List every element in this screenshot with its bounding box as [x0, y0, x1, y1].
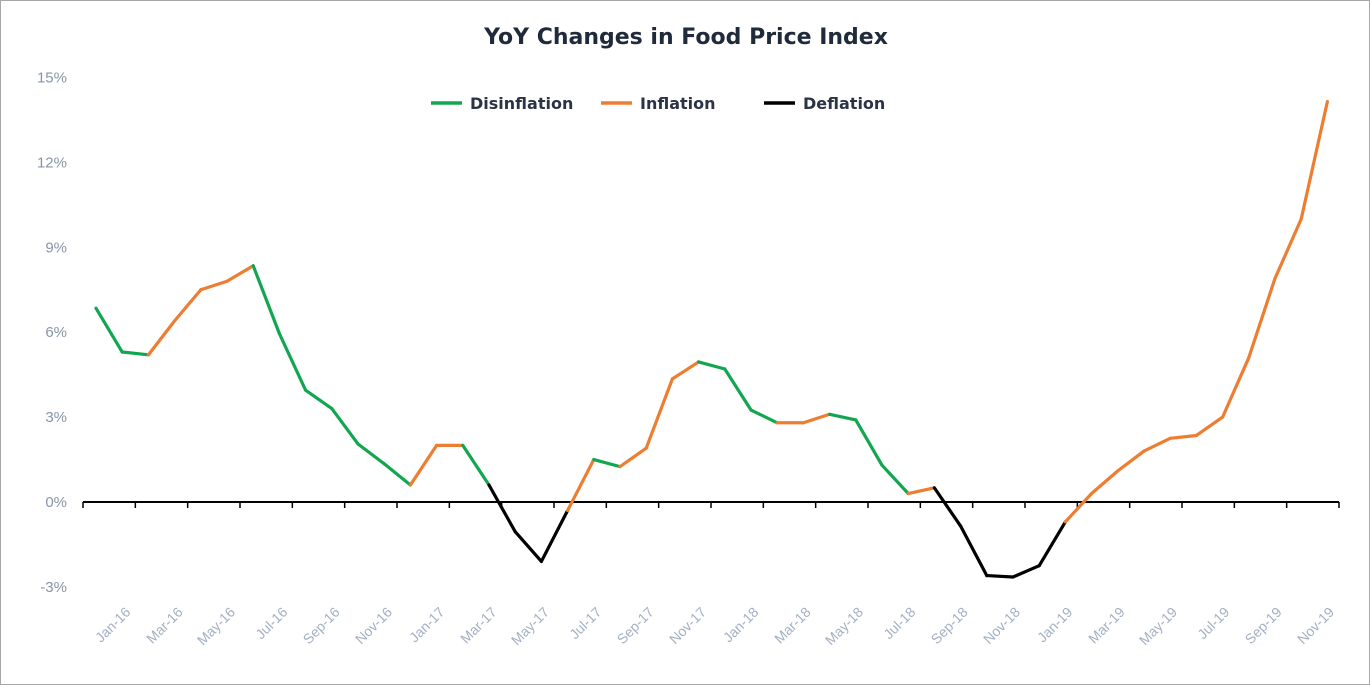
series-segment-deflation: [958, 524, 989, 578]
series-segment-inflation: [1299, 99, 1330, 221]
x-tick-label: Mar-16: [143, 604, 186, 647]
series-segment-deflation: [1011, 564, 1041, 579]
series-segment-inflation: [1089, 469, 1120, 496]
series-segment-disinflation: [277, 332, 308, 392]
x-tick-label: Nov-19: [1294, 604, 1337, 647]
series-segment-inflation: [146, 319, 177, 357]
series-segment-disinflation: [356, 442, 386, 466]
series-segment-disinflation: [461, 443, 491, 487]
series-segment-inflation: [1116, 449, 1146, 473]
x-tick-label: May-17: [508, 604, 552, 648]
series-segment-inflation: [1168, 433, 1199, 440]
series-segment-disinflation: [854, 418, 884, 467]
series-segment-deflation: [985, 573, 1015, 579]
series-segment-disinflation: [696, 360, 727, 371]
series-segment-inflation: [1142, 436, 1172, 453]
series-segment-disinflation: [330, 407, 360, 446]
series-segment-inflation: [1063, 491, 1094, 524]
series-segment-disinflation: [304, 388, 334, 411]
series-segment-inflation: [670, 360, 701, 381]
series-segment-deflation: [513, 530, 544, 564]
x-tick-label: Jul-16: [252, 604, 290, 642]
series-segment-inflation: [1247, 276, 1277, 360]
x-tick-label: May-19: [1136, 604, 1180, 648]
x-tick-label: Jul-17: [566, 604, 604, 642]
y-axis: -3% 0% 3% 6% 9% 12% 15%: [37, 70, 67, 596]
series-segment-disinflation: [382, 462, 412, 487]
series-segment-inflation: [199, 279, 229, 292]
y-tick-label: 9%: [45, 239, 67, 256]
series-segment-disinflation: [723, 367, 753, 412]
series-segment-inflation: [408, 443, 439, 487]
legend-label: Disinflation: [470, 94, 573, 113]
y-tick-label: 0%: [45, 494, 67, 511]
series-segment-inflation: [906, 486, 937, 496]
x-tick-label: Mar-18: [771, 604, 814, 647]
series-segment-disinflation: [94, 306, 124, 354]
x-tick-label: Sep-16: [300, 604, 343, 647]
y-tick-label: -3%: [40, 579, 67, 596]
x-tick-label: May-18: [822, 604, 866, 648]
x-axis: Jan-16 Mar-16 May-16 Jul-16 Sep-16 Nov-16 Jan-…: [82, 501, 1340, 648]
series-segment-inflation: [1220, 356, 1251, 419]
y-tick-label: 15%: [37, 70, 67, 87]
series-segment-disinflation: [592, 457, 622, 469]
series-segment-deflation: [487, 483, 517, 534]
series-segment-inflation: [618, 446, 648, 469]
series-segment-inflation: [173, 288, 203, 323]
x-tick-label: Sep-19: [1242, 604, 1285, 647]
x-tick-label: Jul-19: [1194, 604, 1232, 642]
x-tick-label: May-16: [194, 604, 238, 648]
series-segment-inflation: [1194, 415, 1225, 438]
series-segment-disinflation: [749, 408, 779, 425]
x-tick-label: Jan-19: [1034, 604, 1076, 646]
series-segment-deflation: [932, 486, 963, 528]
x-tick-label: Mar-17: [457, 604, 500, 647]
series-segment-disinflation: [880, 463, 910, 496]
legend-label: Inflation: [640, 94, 716, 113]
x-tick-label: Jan-16: [92, 604, 134, 646]
legend: Disinflation Inflation Deflation: [431, 94, 885, 113]
series-segment-inflation: [801, 412, 832, 425]
legend-label: Deflation: [803, 94, 885, 113]
x-tick-label: Jan-18: [720, 604, 762, 646]
x-tick-label: Nov-18: [980, 604, 1023, 647]
series-segment-disinflation: [827, 412, 858, 422]
x-tick-label: Sep-17: [614, 604, 657, 647]
series-segment-deflation: [539, 508, 570, 564]
x-tick-label: Nov-17: [666, 604, 709, 647]
x-tick-label: Mar-19: [1085, 604, 1128, 647]
series-segment-inflation: [1273, 217, 1303, 281]
series-segment-deflation: [1037, 520, 1068, 568]
x-tick-label: Jan-17: [406, 604, 448, 646]
series-segment-inflation: [225, 264, 255, 283]
x-tick-label: Sep-18: [928, 604, 971, 647]
x-tick-label: Nov-16: [352, 604, 395, 647]
x-tick-label: Jul-18: [880, 604, 918, 642]
series-segment-inflation: [565, 457, 596, 513]
y-tick-label: 6%: [45, 324, 67, 341]
series-segment-disinflation: [120, 350, 150, 357]
series-segment-disinflation: [251, 264, 281, 336]
series-segment-inflation: [644, 377, 675, 450]
series-lines: [94, 99, 1330, 579]
chart-title: YoY Changes in Food Price Index: [483, 25, 888, 50]
y-tick-label: 3%: [45, 409, 67, 426]
y-tick-label: 12%: [37, 154, 67, 171]
